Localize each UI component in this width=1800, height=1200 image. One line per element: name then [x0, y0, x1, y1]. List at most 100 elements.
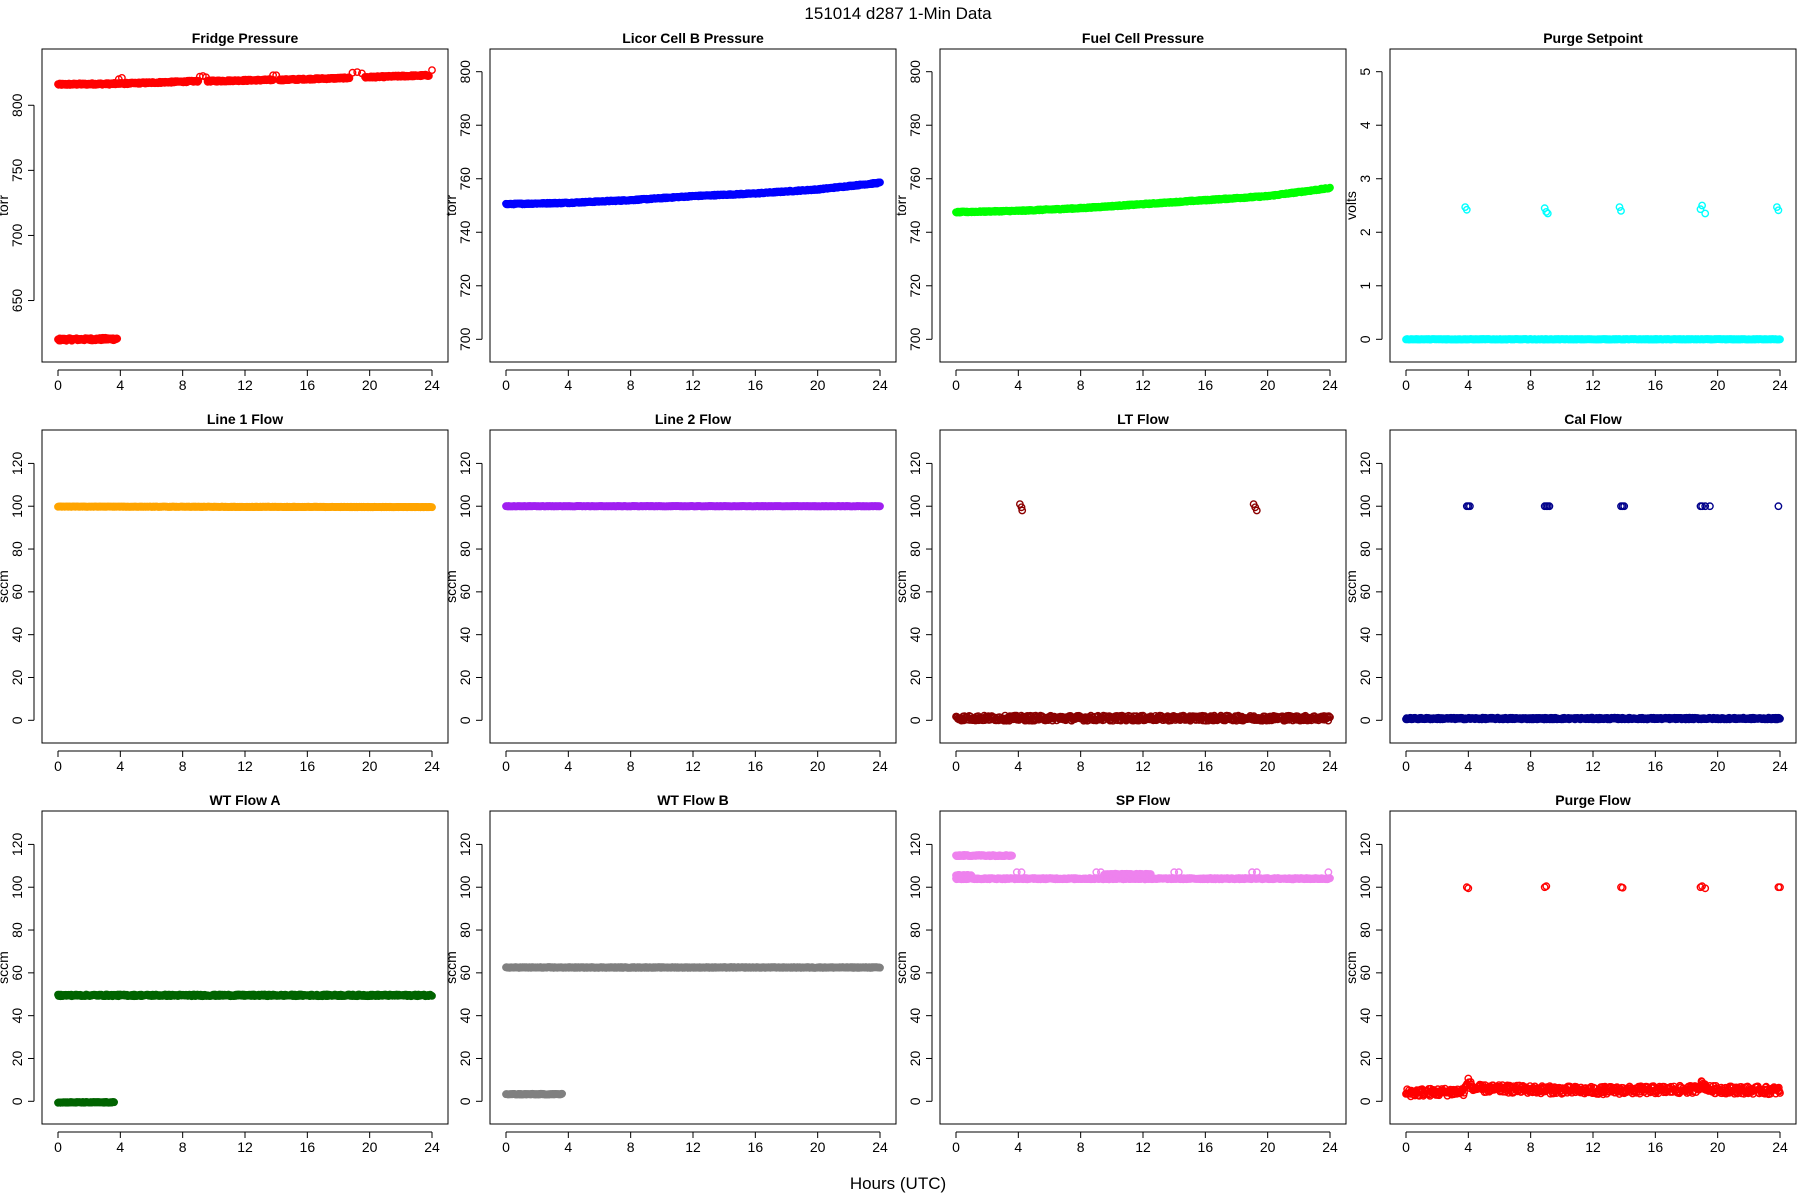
y-tick-label: 60 [9, 584, 25, 600]
y-tick-label: 20 [907, 669, 923, 685]
plot-frame [489, 48, 897, 363]
panel-title: Line 2 Flow [655, 411, 731, 427]
data-series [54, 502, 436, 512]
y-tick-label: 800 [9, 93, 25, 117]
data-point [202, 73, 210, 82]
y-axis-label: torr [0, 195, 11, 216]
y-tick-label: 750 [9, 158, 25, 182]
panel-title: LT Flow [1117, 411, 1169, 427]
x-tick-label: 24 [872, 377, 888, 393]
y-tick-label: 700 [9, 224, 25, 248]
x-tick-label: 16 [748, 758, 764, 774]
x-tick-label: 20 [362, 377, 378, 393]
plot-frame [939, 429, 1347, 744]
x-tick-label: 24 [872, 758, 888, 774]
x-tick-label: 20 [362, 758, 378, 774]
y-tick-label: 40 [1357, 627, 1373, 643]
x-tick-label: 8 [1077, 377, 1085, 393]
plot-frame [489, 429, 897, 744]
plot-frame [41, 429, 449, 744]
y-tick-label: 0 [907, 716, 923, 724]
y-tick-label: 0 [9, 716, 25, 724]
y-tick-label: 60 [1357, 584, 1373, 600]
x-tick-label: 16 [300, 758, 316, 774]
y-tick-label: 5 [1357, 68, 1373, 76]
y-tick-label: 120 [457, 452, 473, 476]
x-tick-label: 16 [1198, 758, 1214, 774]
y-tick-label: 3 [1357, 175, 1373, 183]
y-tick-label: 0 [457, 716, 473, 724]
x-tick-label: 0 [1402, 377, 1410, 393]
y-tick-label: 650 [9, 289, 25, 313]
plot-frame [41, 48, 449, 363]
data-series [502, 502, 884, 511]
y-tick-label: 40 [9, 627, 25, 643]
panel-title: Line 1 Flow [207, 411, 283, 427]
x-tick-label: 4 [1464, 377, 1472, 393]
data-point [194, 77, 203, 85]
y-tick-label: 60 [907, 584, 923, 600]
x-tick-label: 4 [1014, 758, 1022, 774]
y-tick-label: 80 [1357, 541, 1373, 557]
x-tick-label: 24 [1322, 758, 1338, 774]
data-series [952, 183, 1334, 217]
x-tick-label: 12 [685, 377, 701, 393]
y-tick-label: 700 [907, 327, 923, 351]
y-tick-label: 80 [9, 541, 25, 557]
x-tick-label: 4 [564, 377, 572, 393]
y-axis-label: torr [893, 195, 909, 216]
data-point [357, 69, 366, 78]
x-tick-label: 8 [179, 377, 187, 393]
data-point [424, 72, 433, 80]
x-tick-label: 12 [1135, 758, 1151, 774]
x-tick-label: 24 [1322, 377, 1338, 393]
y-tick-label: 4 [1357, 121, 1373, 129]
x-tick-label: 0 [952, 758, 960, 774]
x-tick-label: 12 [1585, 377, 1601, 393]
figure-xlabel: Hours (UTC) [850, 1174, 946, 1193]
x-tick-label: 0 [952, 377, 960, 393]
data-point [348, 68, 357, 77]
x-tick-label: 16 [748, 377, 764, 393]
y-tick-label: 100 [457, 494, 473, 518]
data-point [353, 68, 362, 77]
x-tick-label: 4 [1014, 377, 1022, 393]
y-tick-label: 20 [9, 669, 25, 685]
data-point [118, 74, 126, 82]
panel-title: Licor Cell B Pressure [622, 30, 764, 46]
x-tick-label: 20 [1260, 758, 1276, 774]
x-tick-label: 8 [1527, 377, 1535, 393]
data-series [1402, 201, 1784, 344]
y-tick-label: 700 [457, 327, 473, 351]
x-tick-label: 20 [810, 758, 826, 774]
data-point [428, 66, 436, 75]
panel-title: Purge Setpoint [1543, 30, 1643, 46]
x-tick-label: 24 [424, 377, 440, 393]
y-tick-label: 80 [457, 541, 473, 557]
x-tick-label: 16 [1648, 377, 1664, 393]
panel-title: Cal Flow [1564, 411, 1622, 427]
figure-title: 151014 d287 1-Min Data [804, 4, 992, 23]
data-series [54, 66, 436, 345]
y-tick-label: 740 [907, 220, 923, 244]
x-tick-label: 20 [810, 377, 826, 393]
data-series [1402, 502, 1784, 724]
y-axis-label: volts [1343, 191, 1359, 220]
plot-frame [1389, 48, 1797, 363]
y-tick-label: 100 [9, 494, 25, 518]
x-tick-label: 8 [1077, 758, 1085, 774]
y-tick-label: 800 [457, 60, 473, 84]
x-tick-label: 16 [1648, 758, 1664, 774]
x-tick-label: 8 [179, 758, 187, 774]
y-tick-label: 80 [907, 541, 923, 557]
y-axis-label: torr [443, 195, 459, 216]
y-tick-label: 780 [457, 113, 473, 137]
